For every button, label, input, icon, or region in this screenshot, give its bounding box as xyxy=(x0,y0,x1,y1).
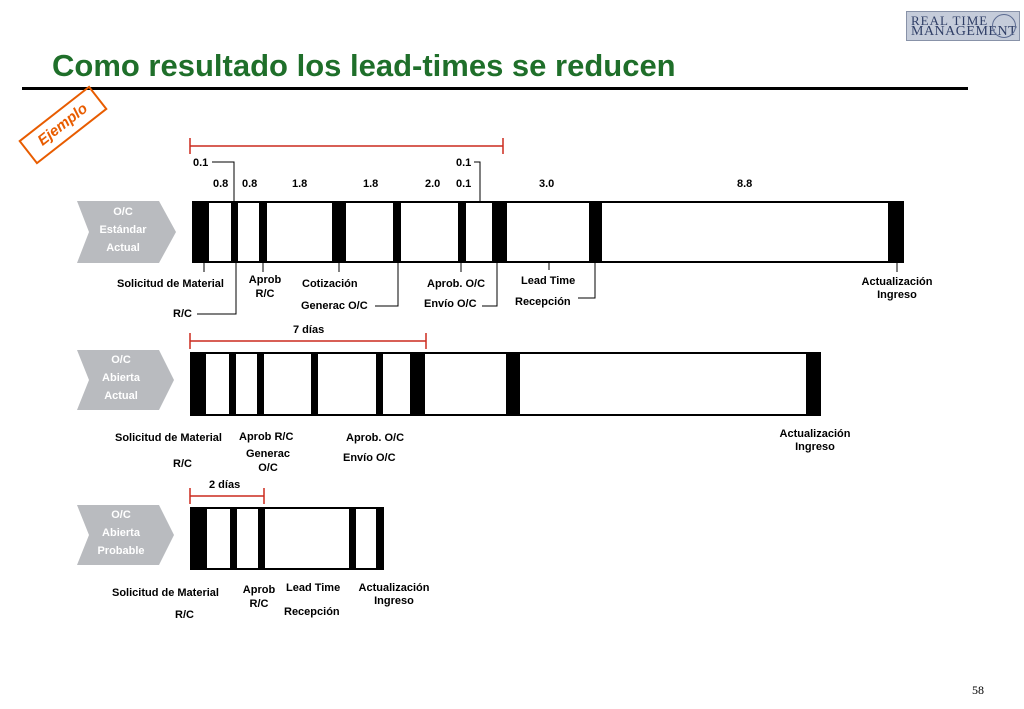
timeline-marker xyxy=(506,352,520,416)
timeline-marker xyxy=(230,507,237,570)
step-label: Recepción xyxy=(515,296,571,308)
top-value: 0.1 xyxy=(193,157,209,169)
timeline-marker xyxy=(257,352,264,416)
step-label: Aprob R/C xyxy=(243,273,287,301)
timeline-bar-abierta-actual xyxy=(190,352,821,416)
logo-line-2: MANAGEMENT xyxy=(911,24,1018,39)
globe-icon xyxy=(992,14,1016,38)
page-title: Como resultado los lead-times se reducen xyxy=(52,48,676,83)
timeline-marker xyxy=(192,352,206,416)
step-label-line: Ingreso xyxy=(795,441,835,453)
timeline-marker xyxy=(589,201,602,263)
step-label-line: Aprob xyxy=(248,274,282,286)
segment-duration: 1.8 xyxy=(363,178,379,190)
step-label-line: Aprob xyxy=(242,584,276,596)
step-label: Lead Time xyxy=(521,275,576,287)
timeline-marker xyxy=(259,201,267,263)
step-label: Generac O/C xyxy=(240,447,296,475)
step-label-line: R/C xyxy=(249,598,269,610)
step-label: Aprob. O/C xyxy=(346,432,405,444)
timeline-marker xyxy=(492,201,507,263)
timeline-marker xyxy=(376,352,383,416)
step-label-line: Ingreso xyxy=(374,595,414,607)
step-label: R/C xyxy=(173,458,192,470)
step-label: Envío O/C xyxy=(343,452,396,464)
timeline-marker xyxy=(192,507,207,570)
chevron-oc-estandar-actual: O/C Estándar Actual xyxy=(86,203,160,257)
timeline-marker xyxy=(194,201,209,263)
step-label: R/C xyxy=(173,308,192,320)
timeline-marker xyxy=(229,352,236,416)
segment-duration: 3.0 xyxy=(539,178,555,190)
step-label: Recepción xyxy=(284,606,340,618)
chevron-line: Actual xyxy=(104,390,138,402)
chevron-line: Estándar xyxy=(99,224,147,236)
segment-duration: 8.8 xyxy=(737,178,753,190)
segment-duration: 0.1 xyxy=(456,178,472,190)
step-label-line: Actualización xyxy=(861,276,933,288)
step-label: Solicitud de Material xyxy=(115,432,222,444)
step-label: Aprob. O/C xyxy=(427,278,486,290)
timeline-bar-estandar xyxy=(192,201,904,263)
span-duration: 7 días xyxy=(293,324,325,336)
timeline-marker xyxy=(332,201,346,263)
step-label-line: Actualización xyxy=(358,582,430,594)
step-label: Envío O/C xyxy=(424,298,477,310)
segment-duration: 0.8 xyxy=(213,178,229,190)
step-label-line: R/C xyxy=(255,288,275,300)
label-leaders xyxy=(197,161,898,315)
step-label-line: Generac xyxy=(245,448,291,460)
step-label-line: Ingreso xyxy=(877,289,917,301)
chevron-line: O/C xyxy=(111,509,131,521)
timeline-marker xyxy=(376,507,383,570)
timeline-marker xyxy=(888,201,903,263)
title-divider xyxy=(22,87,968,90)
step-label: R/C xyxy=(175,609,194,621)
chevron-line: Abierta xyxy=(102,527,140,539)
step-label: Actualización Ingreso xyxy=(849,276,945,302)
step-label-line: Actualización xyxy=(779,428,851,440)
timeline-marker xyxy=(806,352,821,416)
chevron-oc-abierta-probable: O/C Abierta Probable xyxy=(86,506,156,560)
chevron-shape xyxy=(77,201,176,263)
step-label-line: O/C xyxy=(258,462,278,474)
company-logo: REAL TIME MANAGEMENT xyxy=(906,11,1020,41)
segment-duration: 1.8 xyxy=(292,178,308,190)
chevron-line: O/C xyxy=(113,206,133,218)
top-value: 0.1 xyxy=(456,157,472,169)
chevron-line: Abierta xyxy=(102,372,140,384)
red-brackets xyxy=(189,138,504,504)
timeline-marker xyxy=(311,352,318,416)
timeline-marker xyxy=(410,352,425,416)
page-number: 58 xyxy=(972,683,984,697)
chevron-line: Probable xyxy=(97,545,145,557)
step-label: Aprob R/C xyxy=(237,583,281,611)
segment-duration: 2.0 xyxy=(425,178,441,190)
timeline-marker xyxy=(349,507,356,570)
segment-duration: 0.8 xyxy=(242,178,258,190)
timeline-marker xyxy=(231,201,238,263)
step-label: Lead Time xyxy=(286,582,341,594)
step-label: Generac O/C xyxy=(301,300,368,312)
step-label: Solicitud de Material xyxy=(112,587,219,599)
timeline-marker xyxy=(458,201,466,263)
timeline-marker xyxy=(393,201,401,263)
logo-line-1: REAL TIME xyxy=(911,13,989,28)
chevron-shape xyxy=(77,505,174,565)
span-duration: 2 días xyxy=(209,479,241,491)
step-label: Actualización Ingreso xyxy=(346,582,442,608)
chevron-line: Actual xyxy=(106,242,140,254)
chevron-line: O/C xyxy=(111,354,131,366)
step-label: Actualización Ingreso xyxy=(767,428,863,454)
step-label: Aprob R/C xyxy=(239,431,294,443)
timeline-marker xyxy=(258,507,265,570)
step-label: Cotización xyxy=(302,278,358,290)
chevron-oc-abierta-actual: O/C Abierta Actual xyxy=(86,351,156,405)
step-label: Solicitud de Material xyxy=(117,278,224,290)
chevron-shape xyxy=(77,350,174,410)
